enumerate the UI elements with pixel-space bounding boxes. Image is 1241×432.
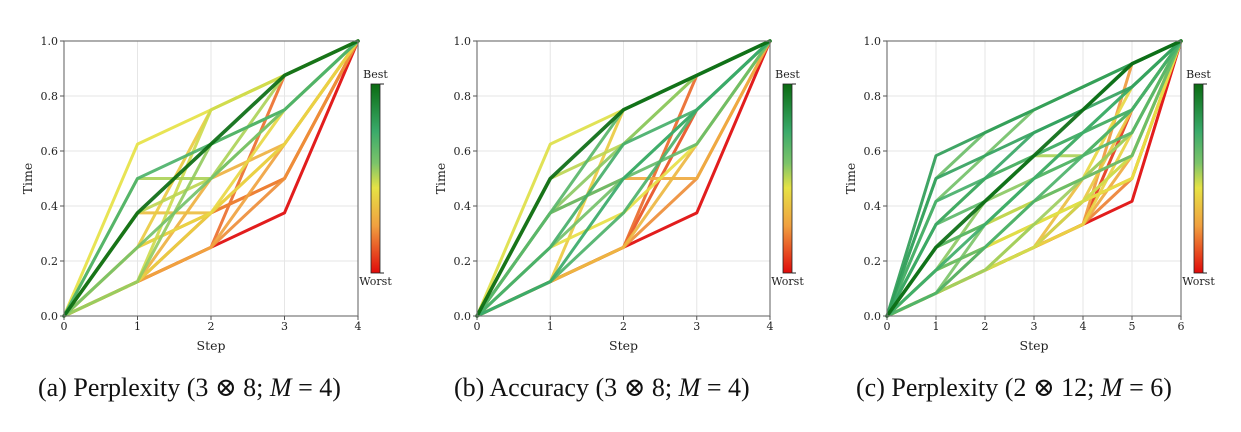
colorbar: Best Worst bbox=[359, 68, 392, 288]
colorbar-best-label: Best bbox=[363, 68, 388, 81]
colorbar: Best Worst bbox=[1182, 68, 1215, 288]
y-tick-label: 1.0 bbox=[41, 35, 59, 48]
chart-b: 0 1 2 3 4 0.0 0.2 0.4 0.6 0.8 1.0 Step Time Best Worst bbox=[433, 35, 804, 353]
colorbar-best-label: Best bbox=[1186, 68, 1211, 81]
y-tick-label: 0.6 bbox=[864, 145, 882, 158]
x-axis-label: Step bbox=[197, 338, 226, 353]
x-tick-label: 4 bbox=[767, 320, 774, 333]
x-tick-label: 5 bbox=[1129, 320, 1136, 333]
data-line bbox=[885, 39, 1183, 318]
x-tick-label: 4 bbox=[355, 320, 362, 333]
colorbar-worst-label: Worst bbox=[1182, 275, 1215, 288]
data-line bbox=[475, 39, 772, 318]
panel-a: 0 1 2 3 4 0.0 0.2 0.4 0.6 0.8 1.0 Step Time Best Worst… bbox=[0, 0, 414, 432]
y-tick-label: 0.2 bbox=[454, 255, 472, 268]
path-lines bbox=[62, 39, 360, 318]
colorbar: Best Worst bbox=[771, 68, 804, 288]
chart-a: 0 1 2 3 4 0.0 0.2 0.4 0.6 0.8 1.0 Step Time Best Worst bbox=[20, 35, 392, 353]
x-tick-label: 0 bbox=[474, 320, 481, 333]
x-tick-label: 3 bbox=[281, 320, 288, 333]
y-tick-label: 1.0 bbox=[864, 35, 882, 48]
y-tick-label: 0.8 bbox=[864, 90, 882, 103]
x-tick-label: 6 bbox=[1178, 320, 1185, 333]
caption-c: (c) Perplexity (2 ⊗ 12; M = 6) bbox=[856, 373, 1172, 402]
x-tick-label: 0 bbox=[884, 320, 891, 333]
path-lines bbox=[885, 39, 1183, 318]
x-tick-label: 3 bbox=[693, 320, 700, 333]
y-tick-label: 1.0 bbox=[454, 35, 472, 48]
panel-c: 0 1 2 3 4 5 6 0.0 0.2 0.4 0.6 0.8 1.0 Step Time Best Wor… bbox=[824, 0, 1238, 432]
x-axis-label: Step bbox=[609, 338, 638, 353]
y-tick-label: 0.4 bbox=[454, 200, 472, 213]
caption-a: (a) Perplexity (3 ⊗ 8; M = 4) bbox=[38, 373, 341, 402]
axes: 0 1 2 3 4 0.0 0.2 0.4 0.6 0.8 1.0 Step Time bbox=[433, 35, 774, 353]
colorbar-best-label: Best bbox=[775, 68, 800, 81]
caption-b: (b) Accuracy (3 ⊗ 8; M = 4) bbox=[454, 373, 750, 402]
axes: 0 1 2 3 4 0.0 0.2 0.4 0.6 0.8 1.0 Step Time bbox=[20, 35, 362, 353]
y-tick-label: 0.6 bbox=[41, 145, 59, 158]
panel-b: 0 1 2 3 4 0.0 0.2 0.4 0.6 0.8 1.0 Step Time Best Worst… bbox=[412, 0, 826, 432]
y-tick-label: 0.2 bbox=[864, 255, 882, 268]
y-tick-label: 0.4 bbox=[41, 200, 59, 213]
colorbar-worst-label: Worst bbox=[359, 275, 392, 288]
y-tick-label: 0.0 bbox=[864, 310, 882, 323]
y-tick-label: 0.8 bbox=[41, 90, 59, 103]
y-axis-label: Time bbox=[843, 163, 858, 195]
path-lines bbox=[475, 39, 772, 318]
x-tick-label: 2 bbox=[620, 320, 627, 333]
y-tick-label: 0.0 bbox=[41, 310, 59, 323]
x-tick-label: 1 bbox=[933, 320, 940, 333]
data-line bbox=[62, 39, 360, 318]
y-tick-label: 0.2 bbox=[41, 255, 59, 268]
x-tick-label: 2 bbox=[208, 320, 215, 333]
x-tick-label: 4 bbox=[1080, 320, 1087, 333]
data-line bbox=[885, 39, 1183, 318]
x-tick-label: 3 bbox=[1031, 320, 1038, 333]
y-axis-label: Time bbox=[20, 163, 35, 195]
y-tick-label: 0.8 bbox=[454, 90, 472, 103]
axes: 0 1 2 3 4 5 6 0.0 0.2 0.4 0.6 0.8 1.0 Step Time bbox=[843, 35, 1185, 353]
data-line bbox=[475, 39, 772, 318]
x-tick-label: 2 bbox=[982, 320, 989, 333]
y-axis-label: Time bbox=[433, 163, 448, 195]
colorbar-worst-label: Worst bbox=[771, 275, 804, 288]
x-tick-label: 1 bbox=[134, 320, 141, 333]
chart-c: 0 1 2 3 4 5 6 0.0 0.2 0.4 0.6 0.8 1.0 Step Time Best Wor… bbox=[843, 35, 1215, 353]
x-tick-label: 1 bbox=[547, 320, 554, 333]
y-tick-label: 0.0 bbox=[454, 310, 472, 323]
y-tick-label: 0.6 bbox=[454, 145, 472, 158]
y-tick-label: 0.4 bbox=[864, 200, 882, 213]
x-tick-label: 0 bbox=[61, 320, 68, 333]
x-axis-label: Step bbox=[1020, 338, 1049, 353]
